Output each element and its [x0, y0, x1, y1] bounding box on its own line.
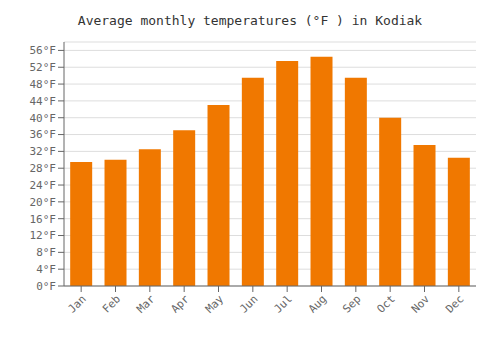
svg-text:24°F: 24°F — [30, 179, 57, 192]
svg-text:Apr: Apr — [169, 292, 193, 316]
svg-text:Dec: Dec — [443, 292, 466, 315]
svg-text:4°F: 4°F — [36, 263, 56, 276]
svg-text:Jun: Jun — [237, 292, 260, 315]
html-text:Average monthly temperatures (: Average monthly temperatures (°F ) in Ko… — [77, 13, 423, 28]
svg-text:52°F: 52°F — [30, 61, 57, 74]
svg-text:56°F: 56°F — [30, 44, 57, 57]
svg-text:0°F: 0°F — [36, 280, 56, 293]
svg-text:Jan: Jan — [66, 292, 89, 315]
svg-text:12°F: 12°F — [30, 229, 57, 242]
svg-text:Jul: Jul — [272, 292, 295, 315]
svg-text:44°F: 44°F — [30, 95, 57, 108]
svg-text:Sep: Sep — [340, 292, 363, 315]
svg-text:Nov: Nov — [409, 292, 433, 316]
svg-text:36°F: 36°F — [30, 128, 57, 141]
svg-text:28°F: 28°F — [30, 162, 57, 175]
svg-text:Aug: Aug — [306, 292, 329, 315]
svg-text:Feb: Feb — [100, 292, 123, 315]
svg-text:Oct: Oct — [375, 292, 398, 315]
svg-text:8°F: 8°F — [36, 246, 56, 259]
svg-text:20°F: 20°F — [30, 196, 57, 209]
svg-text:40°F: 40°F — [30, 112, 57, 125]
svg-text:32°F: 32°F — [30, 145, 57, 158]
svg-text:Mar: Mar — [134, 292, 158, 316]
svg-text:May: May — [203, 292, 227, 316]
svg-text:48°F: 48°F — [30, 78, 57, 91]
svg-text:16°F: 16°F — [30, 213, 57, 226]
